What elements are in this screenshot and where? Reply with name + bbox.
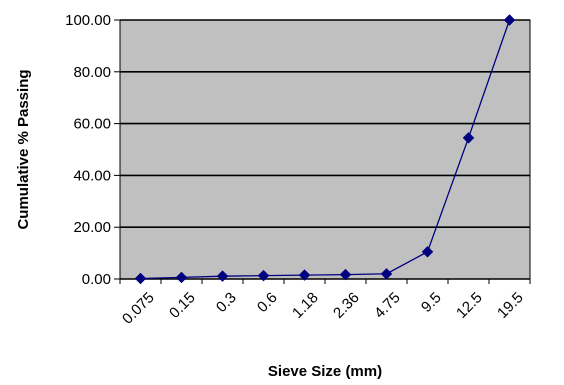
gridlines: [120, 19, 530, 228]
x-tick-label: 2.36: [330, 289, 363, 322]
data-point: [462, 131, 475, 144]
data-point: [421, 245, 434, 258]
x-tick-label: 0.3: [213, 289, 240, 316]
y-tick-label: 0.00: [82, 271, 111, 288]
x-tick-label: 12.5: [453, 289, 486, 322]
x-tick-labels: 0.075 0.15 0.3 0.6 1.18 2.36 4.75 9.5 12.5 19.5: [119, 289, 527, 328]
x-tick-label: 0.075: [119, 289, 158, 328]
data-point: [298, 269, 311, 281]
y-tick-label: 40.00: [73, 167, 111, 184]
x-tick-label: 9.5: [418, 289, 445, 316]
x-tick-label: 19.5: [494, 289, 527, 322]
series-group: [134, 14, 516, 285]
data-point: [380, 267, 393, 280]
x-tick-label: 1.18: [289, 289, 322, 322]
plot-area: [119, 19, 531, 280]
y-axis-title: Cumulative % Passing: [15, 69, 32, 229]
data-point: [175, 271, 188, 284]
data-point: [503, 14, 516, 26]
series-line: [140, 19, 511, 280]
axes: [114, 19, 531, 284]
y-tick-label: 100.00: [65, 12, 111, 29]
y-tick-label: 60.00: [73, 116, 111, 133]
data-point: [257, 269, 270, 282]
x-axis-title: Sieve Size (mm): [268, 363, 382, 380]
data-point: [134, 272, 147, 285]
data-point: [339, 268, 352, 281]
y-tick-labels: 0.00 20.00 40.00 60.00 80.00 100.00: [65, 12, 111, 288]
y-tick-label: 80.00: [73, 64, 111, 81]
data-point: [216, 270, 229, 283]
x-tick-label: 0.6: [254, 289, 281, 316]
y-tick-label: 20.00: [73, 219, 111, 236]
x-tick-label: 0.15: [166, 289, 199, 322]
x-tick-label: 4.75: [371, 289, 404, 322]
